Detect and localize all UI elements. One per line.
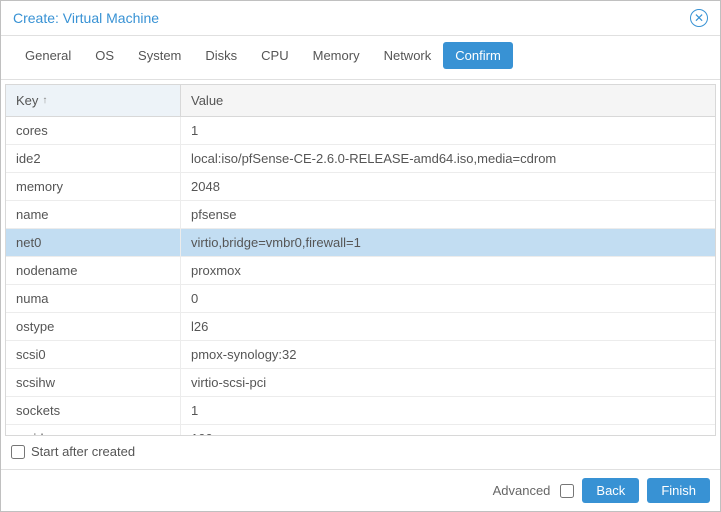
cell-key: scsihw xyxy=(6,369,181,396)
options-bar: Start after created xyxy=(5,436,716,465)
create-vm-dialog: Create: Virtual Machine ✕ GeneralOSSyste… xyxy=(0,0,721,512)
dialog-footer: Advanced Back Finish xyxy=(1,469,720,511)
cell-key: name xyxy=(6,201,181,228)
cell-key: sockets xyxy=(6,397,181,424)
table-row[interactable]: scsihwvirtio-scsi-pci xyxy=(6,369,715,397)
back-button[interactable]: Back xyxy=(582,478,639,503)
table-row[interactable]: cores1 xyxy=(6,117,715,145)
tab-memory[interactable]: Memory xyxy=(301,42,372,69)
advanced-label: Advanced xyxy=(493,483,551,498)
grid-header: Key ↑ Value xyxy=(6,85,715,117)
cell-value: l26 xyxy=(181,313,715,340)
cell-value: 1 xyxy=(181,397,715,424)
cell-value: 100 xyxy=(181,425,715,435)
cell-key: scsi0 xyxy=(6,341,181,368)
cell-value: proxmox xyxy=(181,257,715,284)
cell-key: net0 xyxy=(6,229,181,256)
cell-value: virtio-scsi-pci xyxy=(181,369,715,396)
column-header-key-label: Key xyxy=(16,93,38,108)
cell-key: cores xyxy=(6,117,181,144)
cell-value: 0 xyxy=(181,285,715,312)
cell-value: local:iso/pfSense-CE-2.6.0-RELEASE-amd64… xyxy=(181,145,715,172)
table-row[interactable]: memory2048 xyxy=(6,173,715,201)
start-after-created-label[interactable]: Start after created xyxy=(31,444,135,459)
table-row[interactable]: ostypel26 xyxy=(6,313,715,341)
cell-key: numa xyxy=(6,285,181,312)
cell-value: 1 xyxy=(181,117,715,144)
cell-key: vmid xyxy=(6,425,181,435)
table-row[interactable]: numa0 xyxy=(6,285,715,313)
table-row[interactable]: namepfsense xyxy=(6,201,715,229)
finish-button[interactable]: Finish xyxy=(647,478,710,503)
tab-general[interactable]: General xyxy=(13,42,83,69)
cell-key: ide2 xyxy=(6,145,181,172)
tab-disks[interactable]: Disks xyxy=(193,42,249,69)
tab-os[interactable]: OS xyxy=(83,42,126,69)
table-row[interactable]: vmid100 xyxy=(6,425,715,435)
cell-value: 2048 xyxy=(181,173,715,200)
sort-ascending-icon: ↑ xyxy=(42,95,47,106)
tabbar: GeneralOSSystemDisksCPUMemoryNetworkConf… xyxy=(1,36,720,80)
column-header-key[interactable]: Key ↑ xyxy=(6,85,181,116)
cell-key: ostype xyxy=(6,313,181,340)
dialog-title: Create: Virtual Machine xyxy=(13,10,159,26)
tab-network[interactable]: Network xyxy=(372,42,444,69)
cell-value: virtio,bridge=vmbr0,firewall=1 xyxy=(181,229,715,256)
close-icon[interactable]: ✕ xyxy=(690,9,708,27)
cell-value: pfsense xyxy=(181,201,715,228)
table-row[interactable]: scsi0pmox-synology:32 xyxy=(6,341,715,369)
config-grid: Key ↑ Value cores1ide2local:iso/pfSense-… xyxy=(5,84,716,436)
table-row[interactable]: sockets1 xyxy=(6,397,715,425)
tab-confirm[interactable]: Confirm xyxy=(443,42,513,69)
cell-key: nodename xyxy=(6,257,181,284)
start-after-created-checkbox[interactable] xyxy=(11,445,25,459)
table-row[interactable]: nodenameproxmox xyxy=(6,257,715,285)
titlebar: Create: Virtual Machine ✕ xyxy=(1,1,720,36)
cell-value: pmox-synology:32 xyxy=(181,341,715,368)
dialog-body: Key ↑ Value cores1ide2local:iso/pfSense-… xyxy=(1,80,720,469)
grid-body: cores1ide2local:iso/pfSense-CE-2.6.0-REL… xyxy=(6,117,715,435)
advanced-checkbox[interactable] xyxy=(560,484,574,498)
column-header-value[interactable]: Value xyxy=(181,85,715,116)
tab-cpu[interactable]: CPU xyxy=(249,42,300,69)
table-row[interactable]: net0virtio,bridge=vmbr0,firewall=1 xyxy=(6,229,715,257)
table-row[interactable]: ide2local:iso/pfSense-CE-2.6.0-RELEASE-a… xyxy=(6,145,715,173)
tab-system[interactable]: System xyxy=(126,42,193,69)
cell-key: memory xyxy=(6,173,181,200)
column-header-value-label: Value xyxy=(191,93,223,108)
